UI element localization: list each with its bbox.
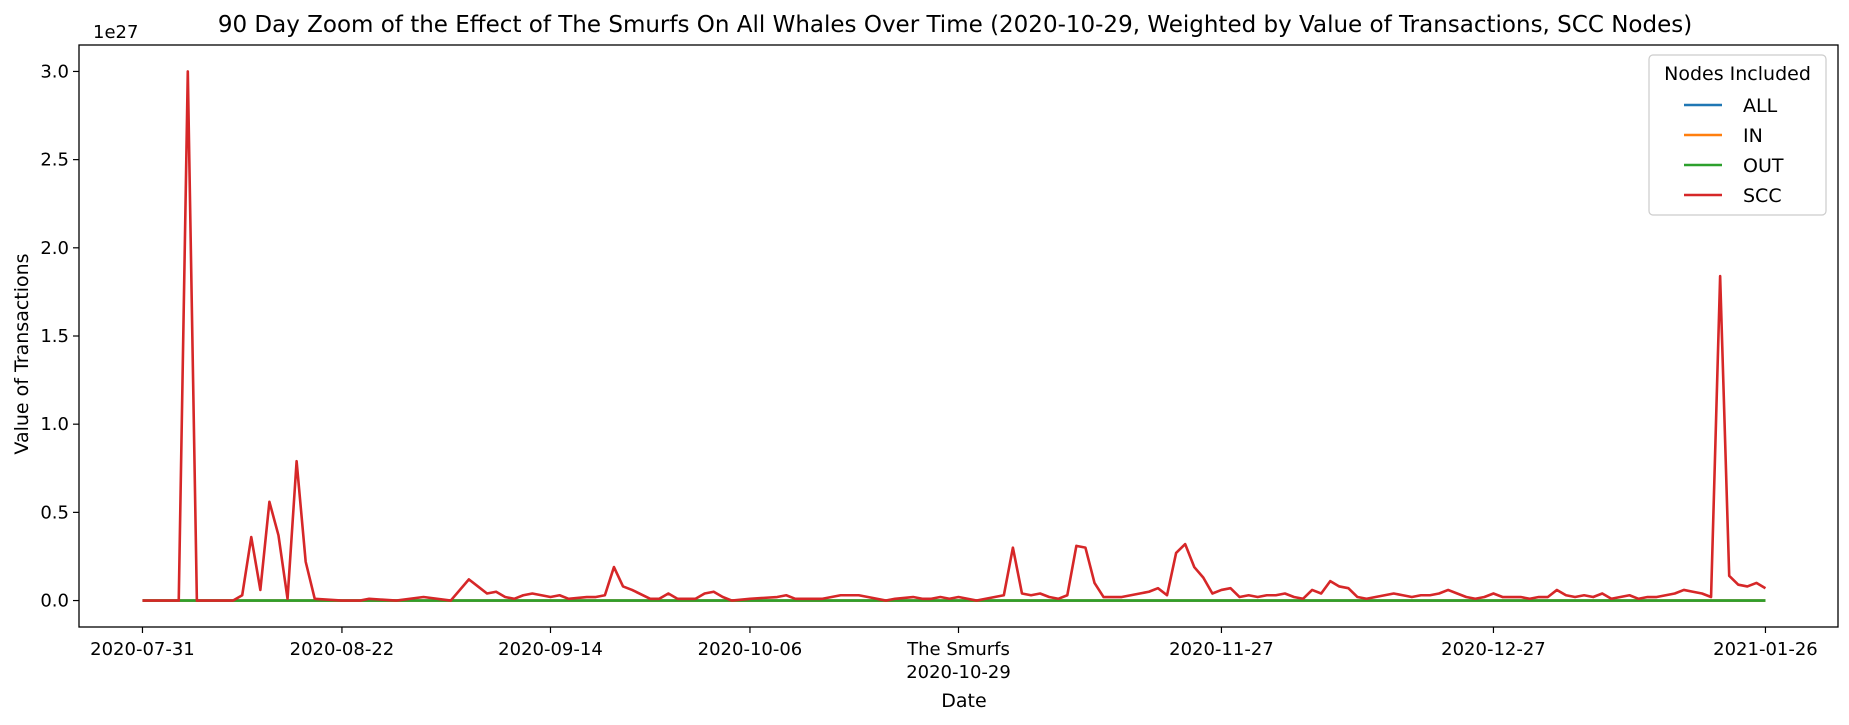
legend-label-scc: SCC bbox=[1743, 185, 1782, 207]
x-tick-label: 2021-01-26 bbox=[1713, 639, 1818, 660]
y-tick-label: 2.5 bbox=[40, 150, 69, 171]
legend-label-all: ALL bbox=[1743, 95, 1778, 117]
y-tick-label: 1.5 bbox=[40, 326, 69, 347]
x-axis-label: Date bbox=[941, 690, 986, 712]
x-tick-label: 2020-12-27 bbox=[1441, 639, 1546, 660]
y-tick-label: 0.5 bbox=[40, 502, 69, 523]
x-tick-label-date: 2020-10-29 bbox=[906, 662, 1011, 683]
y-axis-scale-note: 1e27 bbox=[93, 22, 138, 43]
y-tick-label: 0.0 bbox=[40, 591, 69, 612]
legend-title: Nodes Included bbox=[1664, 63, 1811, 85]
x-tick-label: 2020-08-22 bbox=[290, 639, 395, 660]
x-axis: 2020-07-31 2020-08-22 2020-09-14 2020-10-06… bbox=[90, 627, 1818, 683]
series-line-scc bbox=[142, 70, 1767, 602]
chart-title: 90 Day Zoom of the Effect of The Smurfs … bbox=[218, 12, 1692, 38]
x-tick-label: 2020-07-31 bbox=[90, 639, 195, 660]
x-tick-label: 2020-11-27 bbox=[1169, 639, 1274, 660]
y-axis: 0.0 0.5 1.0 1.5 2.0 2.5 3.0 bbox=[40, 61, 79, 612]
series-lines bbox=[142, 70, 1767, 602]
x-tick-label: The Smurfs bbox=[906, 639, 1010, 660]
y-tick-label: 3.0 bbox=[40, 61, 69, 82]
y-axis-label: Value of Transactions bbox=[11, 253, 33, 454]
legend-box bbox=[1648, 54, 1827, 216]
legend-label-in: IN bbox=[1743, 125, 1763, 147]
x-tick-label: 2020-09-14 bbox=[498, 639, 603, 660]
y-tick-label: 2.0 bbox=[40, 238, 69, 259]
x-tick-label: 2020-10-06 bbox=[698, 639, 803, 660]
legend: Nodes Included ALL IN OUT SCC bbox=[1648, 54, 1827, 216]
legend-label-out: OUT bbox=[1743, 155, 1784, 177]
y-tick-label: 1.0 bbox=[40, 414, 69, 435]
